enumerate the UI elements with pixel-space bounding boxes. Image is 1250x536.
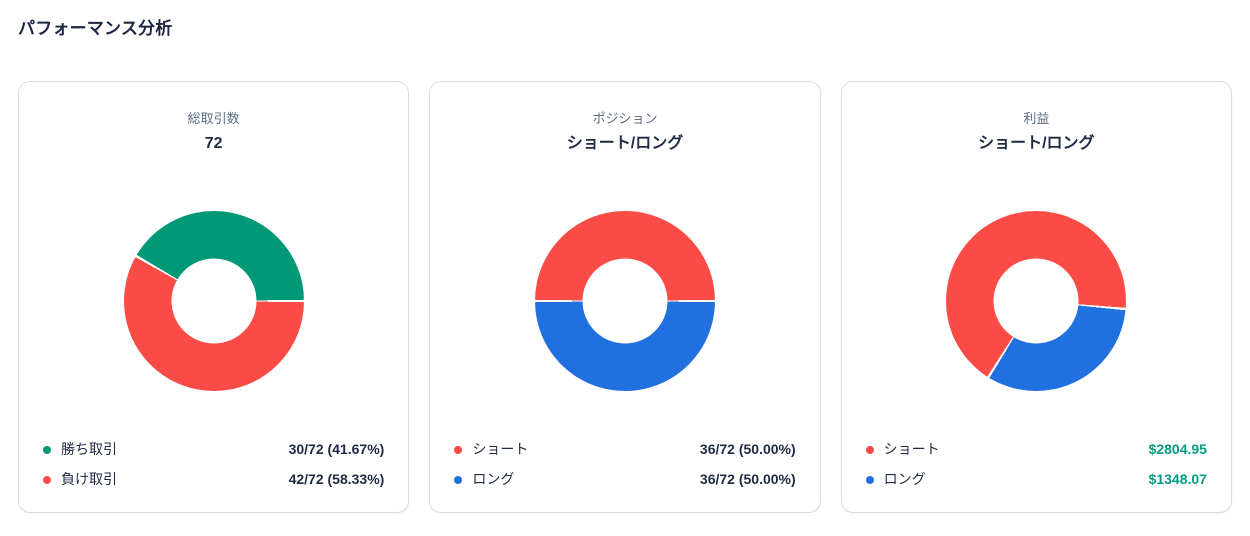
- loss-trades-dot-icon: [43, 475, 51, 484]
- legend-item-win-trades: 勝ち取引 30/72 (41.67%): [43, 439, 384, 460]
- legend-total-trades: 勝ち取引 30/72 (41.67%) 負け取引 42/72 (58.33%): [43, 439, 384, 490]
- legend-value: 36/72 (50.00%): [699, 441, 796, 457]
- card-position: ポジション ショート/ロング ショート 36/72 (50.00%) ロング 3…: [429, 81, 821, 513]
- donut-hole: [171, 258, 257, 344]
- legend-value: 36/72 (50.00%): [699, 471, 796, 487]
- card-position-value: ショート/ロング: [566, 135, 684, 152]
- card-total-trades-value: 72: [204, 135, 223, 152]
- legend-label: ショート: [883, 441, 940, 457]
- legend-value: 30/72 (41.67%): [288, 441, 385, 457]
- legend-label: ロング: [472, 471, 515, 487]
- card-total-trades-label: 総取引数: [187, 111, 240, 126]
- donut-hole: [582, 258, 668, 344]
- long-dot-icon: [865, 475, 874, 484]
- donut-chart-total-trades[interactable]: [123, 211, 304, 391]
- legend-item-short-profit: ショート $2804.95: [865, 439, 1207, 460]
- legend-profit: ショート $2804.95 ロング $1348.07: [865, 439, 1207, 490]
- legend-value: $1348.07: [1148, 471, 1207, 487]
- legend-item-long-profit: ロング $1348.07: [865, 469, 1207, 490]
- win-trades-dot-icon: [43, 445, 51, 454]
- legend-label: ロング: [883, 471, 926, 487]
- donut-chart-position[interactable]: [534, 211, 715, 391]
- card-position-label: ポジション: [592, 111, 658, 126]
- long-dot-icon: [454, 475, 463, 484]
- legend-item-long: ロング 36/72 (50.00%): [454, 469, 796, 490]
- card-profit-label: 利益: [1023, 111, 1050, 126]
- card-profit: 利益 ショート/ロング ショート $2804.95 ロング $1348.07: [840, 81, 1232, 513]
- short-dot-icon: [865, 445, 874, 454]
- legend-item-short: ショート 36/72 (50.00%): [454, 439, 796, 460]
- legend-item-loss-trades: 負け取引 42/72 (58.33%): [43, 469, 384, 490]
- card-total-trades: 総取引数 72 勝ち取引 30/72 (41.67%) 負け取引 42/72 (…: [18, 81, 410, 513]
- legend-value: $2804.95: [1148, 441, 1207, 457]
- card-profit-value: ショート/ロング: [978, 135, 1095, 152]
- donut-hole: [993, 258, 1079, 344]
- legend-value: 42/72 (58.33%): [288, 471, 385, 487]
- donut-chart-profit[interactable]: [946, 211, 1127, 391]
- legend-label: 負け取引: [61, 471, 117, 487]
- legend-position: ショート 36/72 (50.00%) ロング 36/72 (50.00%): [454, 439, 796, 490]
- legend-label: ショート: [472, 441, 529, 457]
- cards-row: 総取引数 72 勝ち取引 30/72 (41.67%) 負け取引 42/72 (…: [18, 81, 1232, 513]
- page-title: パフォーマンス分析: [18, 19, 173, 38]
- legend-label: 勝ち取引: [61, 441, 117, 457]
- short-dot-icon: [454, 445, 463, 454]
